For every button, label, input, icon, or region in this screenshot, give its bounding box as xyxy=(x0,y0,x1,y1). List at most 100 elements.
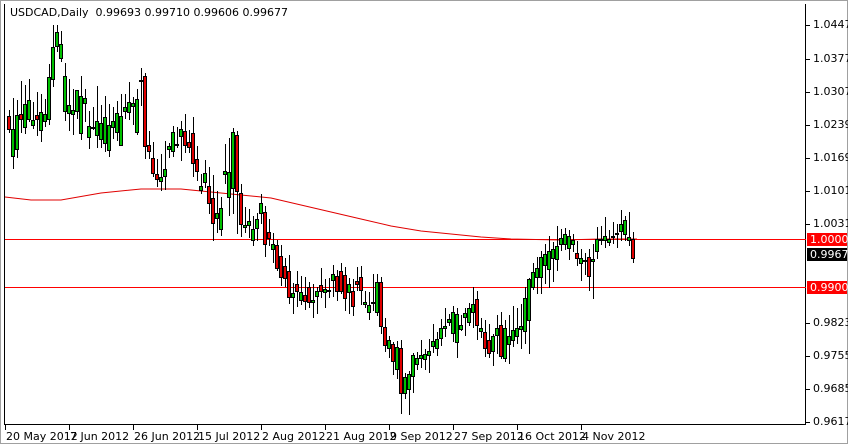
price-tick xyxy=(806,59,810,60)
bullish-candle xyxy=(407,374,411,390)
bullish-candle xyxy=(375,282,379,313)
bullish-candle xyxy=(415,358,419,365)
bearish-candle xyxy=(183,131,187,146)
bearish-candle xyxy=(187,142,191,148)
price-tick xyxy=(806,224,810,225)
bearish-candle xyxy=(155,174,159,180)
bullish-candle xyxy=(619,224,623,232)
bullish-candle xyxy=(203,173,207,183)
bearish-candle xyxy=(263,212,267,245)
time-tick xyxy=(389,425,390,430)
time-tick xyxy=(197,425,198,430)
bullish-candle xyxy=(163,169,167,177)
bullish-candle xyxy=(291,293,295,298)
bullish-candle xyxy=(455,314,459,343)
bullish-candle xyxy=(371,302,375,304)
time-tick xyxy=(133,425,134,430)
bearish-candle xyxy=(235,135,239,192)
bullish-candle xyxy=(135,99,139,133)
bearish-candle xyxy=(307,287,311,303)
bullish-candle xyxy=(175,144,179,146)
bullish-candle xyxy=(479,328,483,332)
bearish-candle xyxy=(335,276,339,292)
bullish-candle xyxy=(255,219,259,229)
bullish-candle xyxy=(51,47,55,80)
bearish-candle xyxy=(191,133,195,164)
bullish-candle xyxy=(571,240,575,245)
bearish-candle xyxy=(7,116,11,130)
price-tick xyxy=(806,191,810,192)
bearish-candle xyxy=(359,277,363,291)
bullish-candle xyxy=(459,325,463,330)
current-price-tag: 0.99677 xyxy=(807,248,848,261)
bearish-candle xyxy=(379,282,383,327)
level-price-tag: 0.99000 xyxy=(807,281,848,294)
bullish-candle xyxy=(583,260,587,262)
bearish-candle xyxy=(303,295,307,302)
price-label: 0.96170 xyxy=(813,415,848,428)
bullish-candle xyxy=(559,238,563,245)
price-tick xyxy=(806,422,810,423)
bearish-candle xyxy=(35,115,39,120)
date-label: 15 Jul 2012 xyxy=(198,430,261,443)
bearish-candle xyxy=(207,186,211,204)
bullish-candle xyxy=(611,236,615,238)
bullish-candle xyxy=(595,239,599,252)
bullish-candle xyxy=(119,116,123,146)
time-tick xyxy=(581,425,582,430)
bullish-candle xyxy=(387,340,391,349)
bullish-candle xyxy=(131,103,135,107)
bullish-candle xyxy=(23,104,27,128)
date-label: 4 Nov 2012 xyxy=(582,430,646,443)
bullish-candle xyxy=(167,146,171,150)
bullish-candle xyxy=(223,171,227,175)
bullish-candle xyxy=(623,220,627,235)
bearish-candle xyxy=(487,340,491,354)
bullish-candle xyxy=(215,213,219,219)
bullish-candle xyxy=(83,98,87,104)
date-label: 27 Sep 2012 xyxy=(454,430,524,443)
bullish-candle xyxy=(411,355,415,377)
date-label: 9 Sep 2012 xyxy=(390,430,453,443)
bullish-candle xyxy=(539,257,543,278)
bullish-candle xyxy=(419,355,423,359)
date-label: 16 Oct 2012 xyxy=(518,430,587,443)
bullish-candle xyxy=(311,300,315,303)
bullish-candle xyxy=(171,132,175,152)
bullish-candle xyxy=(87,126,91,138)
bullish-candle xyxy=(627,237,631,241)
bullish-candle xyxy=(231,132,235,189)
bearish-candle xyxy=(19,114,23,120)
bearish-candle xyxy=(195,159,199,172)
bullish-candle xyxy=(603,236,607,241)
bullish-candle xyxy=(563,234,567,245)
price-tick xyxy=(806,323,810,324)
price-label: 1.00310 xyxy=(813,217,848,230)
bullish-candle xyxy=(115,113,119,133)
bearish-candle xyxy=(211,198,215,224)
time-tick xyxy=(261,425,262,430)
bullish-candle xyxy=(511,330,515,341)
bearish-candle xyxy=(391,344,395,362)
bullish-candle xyxy=(367,305,371,313)
bullish-candle xyxy=(11,129,15,157)
bullish-candle xyxy=(495,328,499,336)
bullish-candle xyxy=(403,377,407,394)
bullish-candle xyxy=(599,239,603,241)
price-label: 1.03770 xyxy=(813,52,848,65)
bullish-candle xyxy=(107,125,111,151)
price-label: 0.98230 xyxy=(813,316,848,329)
date-label: 26 Jun 2012 xyxy=(134,430,201,443)
bearish-candle xyxy=(575,253,579,259)
plot-area[interactable] xyxy=(4,4,806,425)
time-tick xyxy=(453,425,454,430)
bullish-candle xyxy=(299,292,303,301)
bearish-candle xyxy=(339,271,343,292)
bearish-candle xyxy=(287,271,291,298)
date-label: 21 Aug 2012 xyxy=(326,430,397,443)
bullish-candle xyxy=(95,121,99,136)
price-label: 1.01010 xyxy=(813,184,848,197)
